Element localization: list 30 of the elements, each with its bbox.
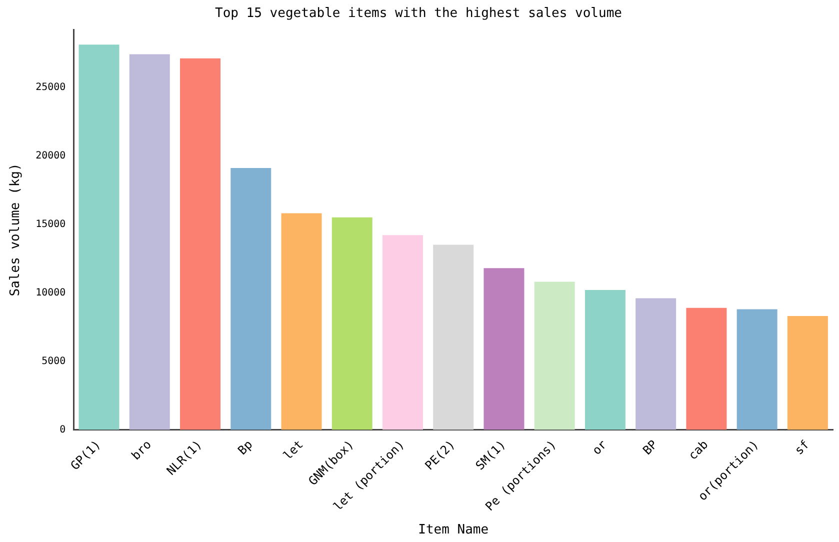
- y-tick-label: 20000: [36, 150, 66, 162]
- x-tick-label: or: [589, 437, 610, 458]
- bar: [332, 217, 372, 430]
- x-tick-label: let: [280, 437, 306, 463]
- x-tick-label: bro: [128, 437, 154, 463]
- bar: [129, 54, 170, 430]
- bar: [787, 316, 828, 430]
- y-tick-label: 5000: [42, 356, 66, 367]
- bar: [534, 282, 575, 430]
- x-axis-title: Item Name: [418, 522, 489, 538]
- bar: [281, 213, 322, 430]
- bar: [433, 244, 474, 430]
- chart-title: Top 15 vegetable items with the highest sales volume: [215, 6, 622, 22]
- bar: [584, 290, 626, 430]
- x-tick-label: sf: [792, 437, 812, 458]
- y-tick-label: 0: [60, 424, 66, 436]
- x-tick-label: BP: [640, 437, 660, 458]
- bar: [180, 58, 220, 430]
- bar: [736, 309, 778, 430]
- bar: [484, 268, 524, 430]
- bar: [636, 298, 676, 430]
- x-tick-label: Bp: [235, 437, 256, 458]
- bar: [382, 235, 423, 430]
- bar: [78, 44, 120, 430]
- bar: [230, 168, 272, 430]
- y-axis-title: Sales volume (kg): [8, 163, 24, 296]
- bar: [686, 308, 727, 430]
- y-tick-label: 25000: [36, 82, 66, 93]
- y-tick-label: 10000: [36, 287, 66, 298]
- y-tick-label: 15000: [36, 218, 66, 230]
